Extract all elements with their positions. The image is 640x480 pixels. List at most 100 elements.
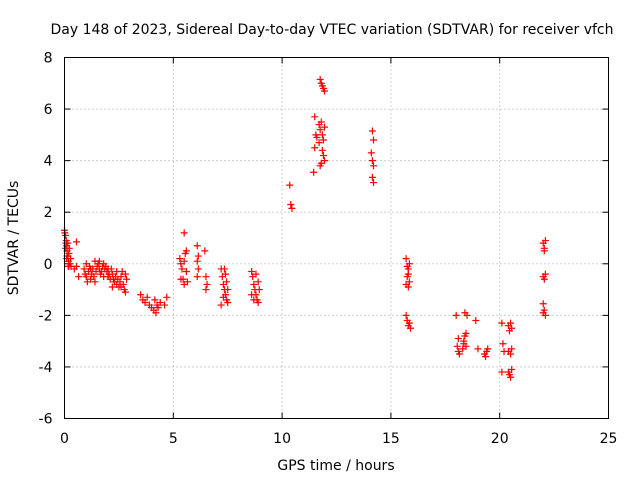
data-point [201, 247, 209, 255]
data-point [404, 270, 412, 278]
data-point [121, 288, 129, 296]
data-point [95, 257, 103, 265]
data-point [254, 298, 262, 306]
data-point [482, 353, 490, 361]
data-point [202, 273, 210, 281]
x-tick-label: 15 [382, 431, 400, 447]
data-point [222, 270, 230, 278]
chart-title: Day 148 of 2023, Sidereal Day-to-day VTE… [50, 22, 613, 38]
data-point [453, 342, 461, 350]
data-point [405, 278, 413, 286]
data-point [462, 329, 470, 337]
y-tick-label: -2 [39, 308, 53, 324]
data-point [254, 278, 262, 286]
data-point [463, 311, 471, 319]
grid-layer [64, 57, 609, 419]
data-point [255, 286, 263, 294]
data-point [248, 268, 256, 276]
data-point [250, 296, 258, 304]
data-point [193, 257, 201, 265]
data-point [315, 121, 323, 129]
data-point [80, 265, 88, 273]
data-point [540, 275, 548, 283]
data-point [508, 345, 516, 353]
data-point [369, 162, 377, 170]
data-point [311, 113, 319, 121]
data-point [108, 283, 116, 291]
data-point [143, 293, 151, 301]
data-point [183, 278, 191, 286]
data-point [507, 350, 515, 358]
data-point [402, 311, 410, 319]
data-point [321, 123, 329, 131]
data-point [193, 242, 201, 250]
data-point [311, 144, 319, 152]
data-point [152, 309, 160, 317]
data-point [194, 265, 202, 273]
y-tick-label: 4 [44, 154, 53, 170]
data-point [194, 252, 202, 260]
data-point [153, 301, 161, 309]
data-point [177, 275, 185, 283]
data-point [104, 265, 112, 273]
data-point [180, 257, 188, 265]
data-point [499, 340, 507, 348]
data-point [180, 229, 188, 237]
data-point [117, 283, 125, 291]
plot-frame [64, 57, 609, 419]
axes-layer: 0 5 10 15 20 25 -6 -4 -2 0 2 4 6 8 [39, 51, 618, 448]
data-point [117, 273, 125, 281]
y-tick-label: 0 [44, 257, 53, 273]
data-point [64, 262, 72, 270]
data-point [368, 127, 376, 135]
data-points [61, 75, 549, 381]
x-tick-label: 10 [273, 431, 291, 447]
data-point [406, 324, 414, 332]
data-point [123, 275, 131, 283]
data-point [224, 286, 232, 294]
data-point [151, 296, 159, 304]
data-point [368, 157, 376, 165]
data-point [405, 319, 413, 327]
data-point [318, 146, 326, 154]
y-axis-title: SDTVAR / TECUs [6, 181, 22, 296]
data-point [367, 149, 375, 157]
x-tick-label: 25 [600, 431, 618, 447]
data-point [316, 75, 324, 83]
data-point [404, 283, 412, 291]
data-point [65, 244, 73, 252]
data-point [316, 126, 324, 134]
data-point [161, 301, 169, 309]
data-point [498, 368, 506, 376]
data-point [176, 255, 184, 263]
data-point [137, 291, 145, 299]
data-point [484, 345, 492, 353]
data-point [454, 335, 462, 343]
data-point [317, 159, 325, 167]
data-point [91, 278, 99, 286]
data-point [498, 319, 506, 327]
data-point [369, 136, 377, 144]
data-point [193, 273, 201, 281]
data-point [223, 278, 231, 286]
y-tick-label: 6 [44, 102, 53, 118]
x-tick-label: 20 [491, 431, 509, 447]
data-point [541, 237, 549, 245]
data-point [319, 151, 327, 159]
data-point [224, 298, 232, 306]
data-point [460, 337, 468, 345]
data-point [402, 255, 410, 263]
data-point [310, 168, 318, 176]
data-point [248, 291, 256, 299]
data-point [67, 255, 75, 263]
data-point [100, 273, 108, 281]
data-point [541, 270, 549, 278]
x-tick-label: 5 [169, 431, 178, 447]
data-point [474, 345, 482, 353]
data-point [141, 298, 149, 306]
data-point [82, 260, 90, 268]
data-point [405, 260, 413, 268]
data-point [178, 265, 186, 273]
y-tick-label: -4 [39, 360, 53, 376]
